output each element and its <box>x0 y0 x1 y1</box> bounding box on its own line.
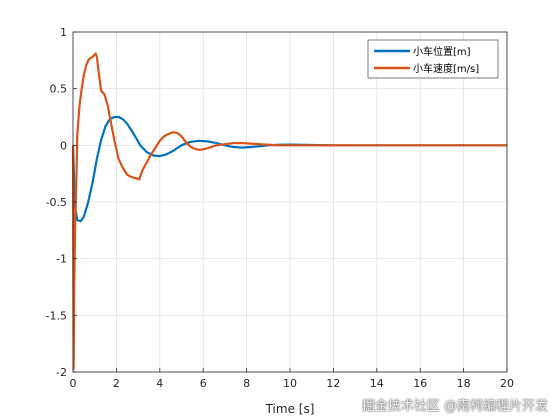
x-tick-label: 14 <box>370 377 384 390</box>
x-tick-label: 12 <box>326 377 340 390</box>
y-tick-label: -1.5 <box>46 309 67 322</box>
y-tick-label: -1 <box>56 253 67 266</box>
x-tick-label: 18 <box>457 377 471 390</box>
x-tick-label: 8 <box>243 377 250 390</box>
y-tick-label: 0 <box>60 139 67 152</box>
series-line-velocity <box>71 52 507 370</box>
y-tick-label: 0.5 <box>50 83 68 96</box>
legend-box <box>367 39 499 79</box>
watermark: 掘金技术社区 @南柯编程片开发 <box>361 399 548 414</box>
x-tick-labels: 0 2 4 6 8 10 12 14 16 18 20 <box>70 368 514 390</box>
x-tick-label: 4 <box>156 377 163 390</box>
legend: 小车位置[m] 小车速度[m/s] <box>367 39 499 79</box>
x-tick-label: 16 <box>413 377 427 390</box>
x-axis-label: Time [s] <box>265 402 315 416</box>
x-tick-label: 6 <box>200 377 207 390</box>
y-tick-labels: 1 0.5 0 -0.5 -1 -1.5 -2 <box>46 26 77 379</box>
series-group <box>71 52 507 370</box>
y-tick-label: -2 <box>56 366 67 379</box>
x-tick-label: 0 <box>70 377 77 390</box>
y-tick-label: 1 <box>60 26 67 39</box>
legend-label-velocity: 小车速度[m/s] <box>413 62 479 75</box>
x-tick-label: 20 <box>500 377 514 390</box>
x-tick-label: 10 <box>283 377 297 390</box>
x-tick-label: 2 <box>113 377 120 390</box>
y-tick-label: -0.5 <box>46 196 67 209</box>
legend-label-position: 小车位置[m] <box>413 45 471 58</box>
